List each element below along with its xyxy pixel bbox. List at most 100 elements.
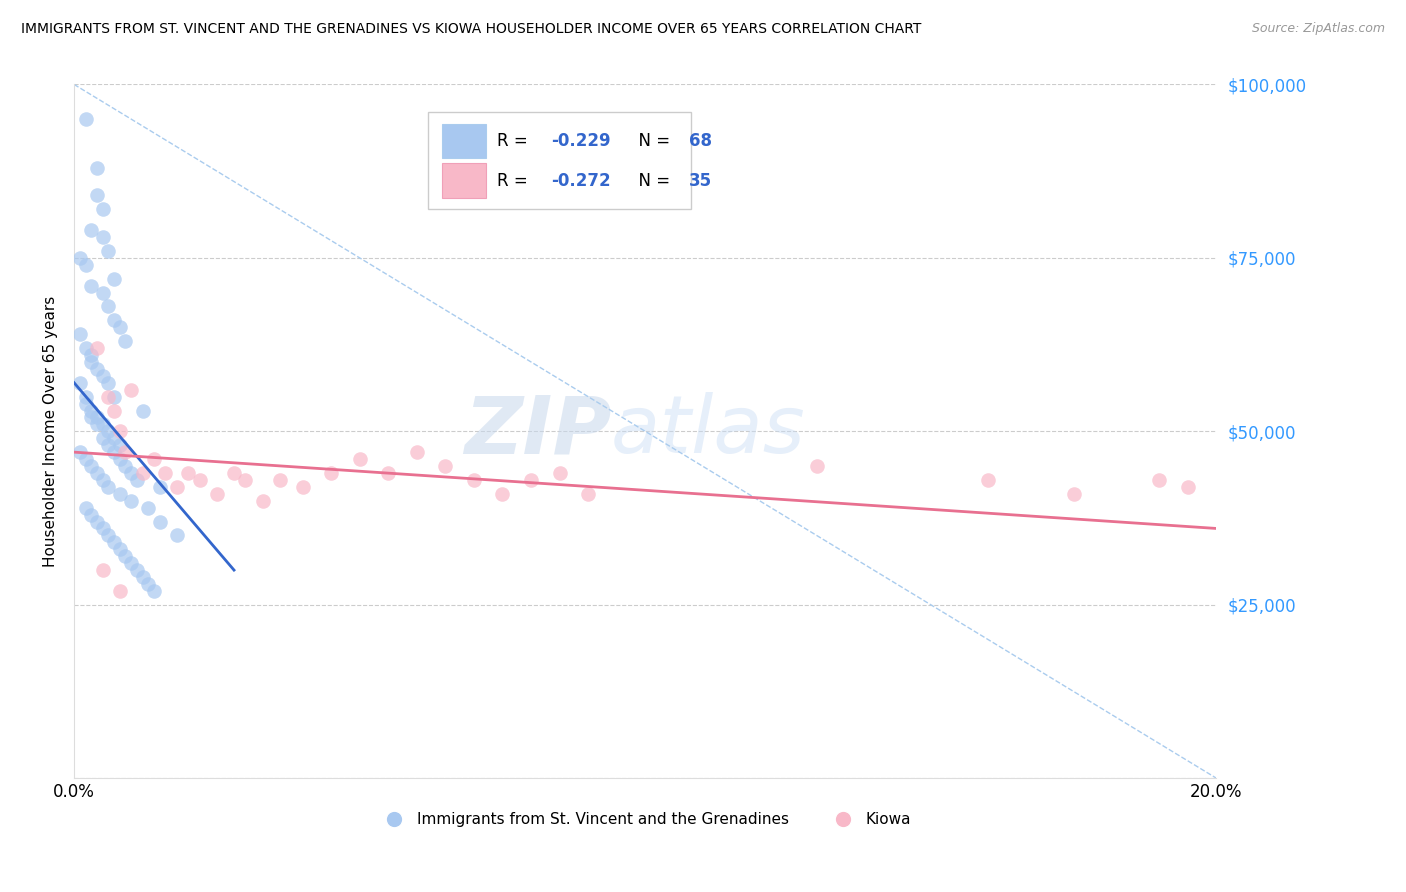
Point <box>86 410 108 425</box>
Point <box>166 528 188 542</box>
Text: IMMIGRANTS FROM ST. VINCENT AND THE GRENADINES VS KIOWA HOUSEHOLDER INCOME OVER : IMMIGRANTS FROM ST. VINCENT AND THE GREN… <box>21 22 921 37</box>
Point <box>120 556 142 570</box>
Point <box>103 535 125 549</box>
Point <box>86 161 108 175</box>
Point <box>69 251 91 265</box>
Point <box>80 458 103 473</box>
Text: 68: 68 <box>689 132 711 150</box>
Point <box>108 452 131 467</box>
Point <box>75 396 97 410</box>
Point <box>80 355 103 369</box>
Point <box>75 112 97 127</box>
Point <box>125 473 148 487</box>
Point <box>806 458 828 473</box>
Point <box>75 390 97 404</box>
Point <box>75 452 97 467</box>
Point <box>80 223 103 237</box>
Text: -0.229: -0.229 <box>551 132 612 150</box>
Point <box>125 563 148 577</box>
Text: R =: R = <box>496 132 533 150</box>
Point <box>91 563 114 577</box>
Point <box>548 466 571 480</box>
Point <box>103 445 125 459</box>
Point <box>80 278 103 293</box>
Point <box>80 403 103 417</box>
FancyBboxPatch shape <box>441 163 486 198</box>
Text: atlas: atlas <box>612 392 806 470</box>
Point <box>166 480 188 494</box>
Y-axis label: Householder Income Over 65 years: Householder Income Over 65 years <box>44 296 58 567</box>
Point <box>319 466 342 480</box>
Point <box>91 417 114 432</box>
Point <box>576 487 599 501</box>
Point <box>235 473 257 487</box>
Point <box>143 452 166 467</box>
Point <box>75 500 97 515</box>
Point <box>75 341 97 355</box>
Point <box>108 542 131 557</box>
Point <box>520 473 543 487</box>
Point <box>434 458 457 473</box>
Point <box>80 348 103 362</box>
Point <box>108 583 131 598</box>
Point <box>108 425 131 439</box>
Point <box>97 244 120 258</box>
Point <box>177 466 200 480</box>
Point <box>80 508 103 522</box>
Point <box>97 300 120 314</box>
Point <box>86 188 108 202</box>
Point <box>120 466 142 480</box>
Point <box>120 493 142 508</box>
Point <box>97 425 120 439</box>
Legend: Immigrants from St. Vincent and the Grenadines, Kiowa: Immigrants from St. Vincent and the Gren… <box>373 805 917 833</box>
Text: ZIP: ZIP <box>464 392 612 470</box>
Point <box>463 473 485 487</box>
Point <box>75 258 97 272</box>
Point <box>91 368 114 383</box>
Point <box>149 515 172 529</box>
Point <box>1149 473 1171 487</box>
Point <box>86 417 108 432</box>
Point <box>138 500 160 515</box>
Point <box>86 515 108 529</box>
Point <box>114 549 136 564</box>
Point <box>86 341 108 355</box>
Point <box>222 466 245 480</box>
Point <box>149 480 172 494</box>
Point <box>103 431 125 445</box>
Point <box>108 438 131 452</box>
Point <box>491 487 513 501</box>
Point <box>269 473 291 487</box>
Point <box>69 376 91 390</box>
Point <box>291 480 314 494</box>
Point <box>114 334 136 348</box>
Point <box>155 466 177 480</box>
Point <box>120 383 142 397</box>
Point <box>97 480 120 494</box>
Point <box>143 583 166 598</box>
Point <box>1063 487 1085 501</box>
Point <box>114 458 136 473</box>
Point <box>138 577 160 591</box>
Point <box>377 466 399 480</box>
Point <box>131 403 153 417</box>
Text: Source: ZipAtlas.com: Source: ZipAtlas.com <box>1251 22 1385 36</box>
Point <box>977 473 1000 487</box>
Point <box>91 431 114 445</box>
Point <box>97 376 120 390</box>
FancyBboxPatch shape <box>441 124 486 158</box>
Point <box>114 445 136 459</box>
Point <box>86 362 108 376</box>
Text: -0.272: -0.272 <box>551 171 612 190</box>
Point <box>1177 480 1199 494</box>
Point <box>91 473 114 487</box>
Point <box>97 528 120 542</box>
Point <box>131 570 153 584</box>
Text: N =: N = <box>628 132 675 150</box>
Point <box>103 403 125 417</box>
Point <box>97 438 120 452</box>
Point <box>69 327 91 342</box>
Text: R =: R = <box>496 171 533 190</box>
Point <box>69 445 91 459</box>
Text: 35: 35 <box>689 171 711 190</box>
